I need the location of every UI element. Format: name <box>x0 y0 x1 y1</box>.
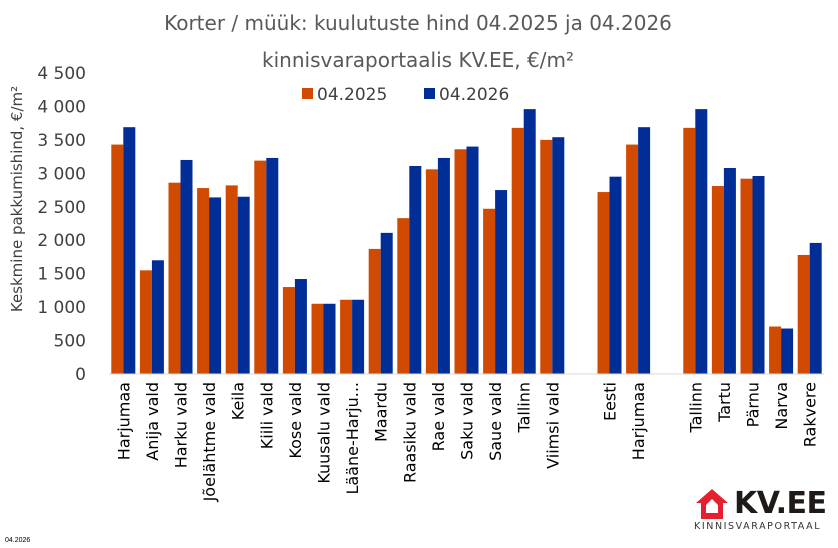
bar-2025 <box>540 139 553 374</box>
bar-2025 <box>483 208 496 374</box>
bar-2025 <box>711 186 724 374</box>
x-tick-label: Kiili vald <box>257 382 276 449</box>
y-tick-label: 2 500 <box>37 198 86 218</box>
bar-2026 <box>437 157 450 374</box>
x-tick-label: Viimsi vald <box>543 382 562 469</box>
bar-2025 <box>282 287 295 374</box>
bar-2025 <box>368 248 381 374</box>
bar-2025 <box>254 160 267 374</box>
bar-2026 <box>609 176 622 374</box>
house-icon <box>696 489 728 519</box>
x-tick-label: Saue vald <box>486 382 505 461</box>
x-tick-label: Rae vald <box>429 382 448 451</box>
x-tick-label: Anija vald <box>143 382 162 461</box>
bar-2026 <box>294 279 307 374</box>
bar-2025 <box>139 270 152 374</box>
bar-2025 <box>225 185 238 374</box>
bar-2026 <box>237 196 250 374</box>
bar-2025 <box>683 127 696 374</box>
y-tick-label: 3 500 <box>37 131 86 151</box>
x-tick-label: Keila <box>229 382 248 420</box>
bar-2025 <box>511 127 524 374</box>
x-tick-label: Maardu <box>372 382 391 442</box>
bar-2025 <box>769 326 782 374</box>
bar-2026 <box>409 165 422 374</box>
y-tick-label: 4 000 <box>37 97 86 117</box>
x-tick-label: Kose vald <box>286 382 305 459</box>
bar-2025 <box>197 188 210 374</box>
bars <box>111 109 822 375</box>
y-axis-label: Keskmine pakkumishind, €/m² <box>8 86 26 312</box>
x-tick-label: Kuusalu vald <box>315 382 334 484</box>
bar-2025 <box>111 144 124 374</box>
x-tick-label: Pärnu <box>744 382 763 427</box>
y-tick-label: 3 000 <box>37 164 86 184</box>
y-axis: 0 500 1 000 1 500 2 000 2 500 3 000 3 500 4 000 4… <box>37 64 86 385</box>
bar-2026 <box>180 159 193 374</box>
logo-tagline: KINNISVARAPORTAAL <box>694 521 822 532</box>
x-tick-label: Raasiku vald <box>400 382 419 483</box>
bar-2026 <box>123 127 136 375</box>
x-tick-label: Lääne-Harju... <box>343 382 362 495</box>
bar-2026 <box>752 176 765 374</box>
y-tick-label: 1 500 <box>37 265 86 285</box>
legend-swatch-2025 <box>302 88 313 99</box>
bar-2026 <box>151 260 164 374</box>
chart-title: Korter / müük: kuulutuste hind 04.2025 j… <box>164 11 672 35</box>
bar-2026 <box>380 232 393 374</box>
bar-2025 <box>425 169 438 374</box>
footer-date: 04.2026 <box>5 537 31 544</box>
bar-2026 <box>495 190 508 374</box>
bar-2026 <box>466 146 479 374</box>
bar-2026 <box>266 157 279 374</box>
kv-logo: KV.EE KINNISVARAPORTAAL <box>694 485 832 540</box>
bar-2026 <box>523 109 536 375</box>
legend-label-2025: 04.2025 <box>317 85 387 105</box>
x-tick-label: Tartu <box>715 382 734 423</box>
bar-2025 <box>597 192 610 374</box>
x-tick-label: Harjumaa <box>629 382 648 460</box>
bar-2026 <box>723 167 736 374</box>
bar-2025 <box>340 299 353 374</box>
bar-2025 <box>797 254 810 374</box>
x-tick-label: Saku vald <box>458 382 477 460</box>
x-tick-label: Eesti <box>601 382 620 421</box>
bar-2025 <box>454 149 467 374</box>
x-tick-label: Tallinn <box>686 382 705 434</box>
bar-2025 <box>168 182 181 374</box>
bar-2025 <box>311 303 324 374</box>
bar-2025 <box>626 144 639 374</box>
bar-2026 <box>352 299 365 374</box>
bar-2026 <box>638 127 651 375</box>
bar-2026 <box>781 328 794 374</box>
x-tick-label: Harjumaa <box>114 382 133 460</box>
x-axis: Harjumaa Anija vald Harku vald Jõelähtme va… <box>114 382 819 502</box>
x-tick-label: Narva <box>772 382 791 430</box>
bar-2026 <box>809 242 822 374</box>
bar-2026 <box>323 303 336 374</box>
legend: 04.2025 04.2026 <box>302 85 509 105</box>
bar-2025 <box>740 178 753 374</box>
legend-label-2026: 04.2026 <box>439 85 509 105</box>
y-tick-label: 0 <box>75 365 86 385</box>
bar-2026 <box>695 109 708 375</box>
x-tick-label: Harku vald <box>172 382 191 468</box>
bar-2026 <box>552 137 565 374</box>
chart-subtitle: kinnisvaraportaalis KV.EE, €/m² <box>262 48 574 72</box>
x-tick-label: Rakvere <box>801 382 820 447</box>
x-tick-label: Jõelähtme vald <box>200 382 219 502</box>
bar-2026 <box>209 197 222 374</box>
bar-2025 <box>397 218 410 374</box>
y-tick-label: 1 000 <box>37 298 86 318</box>
y-tick-label: 2 000 <box>37 231 86 251</box>
y-tick-label: 4 500 <box>37 64 86 84</box>
logo-brand: KV.EE <box>734 486 827 521</box>
legend-swatch-2026 <box>424 88 435 99</box>
y-tick-label: 500 <box>54 332 86 352</box>
x-tick-label: Tallinn <box>515 382 534 434</box>
